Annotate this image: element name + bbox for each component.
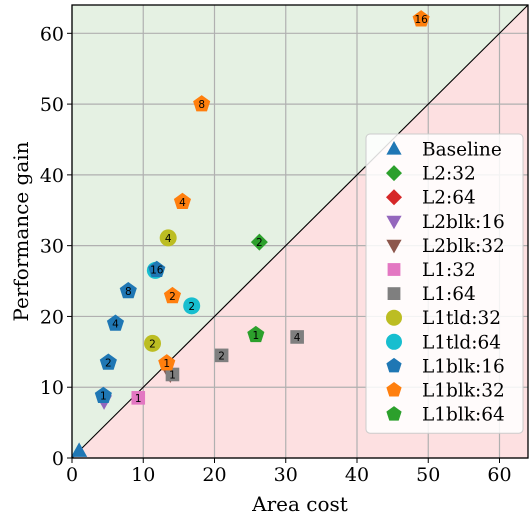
point-l1-64 bbox=[165, 367, 180, 382]
point-l1tld-64 bbox=[183, 297, 201, 315]
legend-label-l2blk-32: L2blk:32 bbox=[422, 236, 505, 257]
point-l1blk-64 bbox=[247, 325, 265, 343]
legend-marker-baseline bbox=[386, 141, 402, 155]
legend: Baseline L2:32 L2:64 L2blk:16 L2blk:32 L1:32 L… bbox=[365, 133, 524, 434]
plot-frame bbox=[71, 4, 529, 459]
legend-label-l1-64: L1:64 bbox=[422, 284, 476, 305]
point-l1blk-32 bbox=[163, 286, 182, 304]
x-tick-label: 30 bbox=[274, 464, 298, 486]
point-label-l2-32: 2 bbox=[256, 237, 263, 249]
legend-label-l2blk-16: L2blk:16 bbox=[422, 212, 505, 233]
point-label-l1blk-32: 2 bbox=[169, 291, 176, 303]
point-l1blk-16 bbox=[148, 260, 166, 277]
legend-marker-l1tld-64 bbox=[386, 333, 402, 350]
legend-label-l1tld-32: L1tld:32 bbox=[422, 308, 501, 329]
legend-marker-l1-32 bbox=[387, 263, 401, 276]
point-l2-32 bbox=[250, 233, 268, 251]
legend-label-l1tld-64: L1tld:64 bbox=[422, 332, 501, 353]
legend-label-l1-32: L1:32 bbox=[422, 260, 476, 281]
point-label-l1-32: 1 bbox=[135, 393, 142, 405]
y-tick-label: 60 bbox=[40, 23, 64, 45]
y-tick-label: 40 bbox=[40, 165, 64, 187]
point-l1-64 bbox=[214, 348, 229, 363]
point-l1blk-16 bbox=[106, 314, 125, 331]
x-tick-label: 0 bbox=[66, 464, 78, 486]
y-tick-label: 20 bbox=[40, 306, 64, 328]
point-label-l1blk-16: 16 bbox=[150, 265, 164, 277]
x-tick-label: 20 bbox=[202, 464, 226, 486]
point-label-l1blk-32: 1 bbox=[163, 358, 170, 370]
legend-marker-l2-64 bbox=[386, 189, 402, 206]
axis-ticks: 0 10 20 30 40 50 60 0 10 20 30 40 50 60 bbox=[40, 23, 512, 486]
legend-label-l2-64: L2:64 bbox=[422, 188, 476, 209]
point-label-l1blk-16: 8 bbox=[125, 286, 132, 298]
point-l1tld-32 bbox=[144, 334, 162, 352]
legend-marker-l2blk-32 bbox=[386, 239, 402, 254]
point-label-l1blk-64: 1 bbox=[252, 330, 259, 342]
point-label-l1blk-16: 2 bbox=[105, 357, 112, 369]
point-label-l1blk-32: 4 bbox=[179, 197, 186, 209]
point-l1blk-32 bbox=[158, 354, 176, 371]
x-tick-label: 50 bbox=[416, 464, 440, 486]
legend-label-l1blk-64: L1blk:64 bbox=[422, 405, 505, 426]
data-points: 2112424261248161248161 bbox=[71, 10, 430, 457]
point-l1blk-32 bbox=[193, 95, 211, 112]
legend-marker-l2blk-16 bbox=[386, 215, 402, 230]
point-l1tld-32 bbox=[159, 229, 177, 247]
legend-marker-l1blk-32 bbox=[386, 382, 402, 397]
diagonal-line bbox=[72, 5, 528, 458]
point-label-l1tld-32: 4 bbox=[165, 233, 172, 245]
legend-box bbox=[365, 133, 524, 434]
point-label-l1blk-32: 8 bbox=[198, 99, 205, 111]
point-l1blk-32 bbox=[173, 192, 191, 210]
point-label-l1blk-16: 4 bbox=[112, 319, 119, 331]
legend-label-l1blk-16: L1blk:16 bbox=[422, 356, 505, 377]
legend-marker-l1tld-32 bbox=[386, 309, 402, 326]
identity-line bbox=[72, 5, 528, 458]
point-label-l1-64: 4 bbox=[294, 332, 301, 344]
point-l1blk-16 bbox=[94, 386, 112, 403]
legend-marker-l1blk-16 bbox=[386, 357, 402, 373]
point-label-l1blk-16: 1 bbox=[100, 391, 107, 403]
y-tick-label: 10 bbox=[40, 377, 64, 399]
x-tick-label: 60 bbox=[487, 464, 511, 486]
legend-label-baseline: Baseline bbox=[422, 140, 502, 161]
point-baseline bbox=[71, 442, 88, 457]
legend-marker-l1-64 bbox=[387, 287, 401, 300]
legend-marker-l2-32 bbox=[386, 165, 402, 182]
legend-marker-l1blk-64 bbox=[386, 406, 402, 421]
y-axis-label: Performance gain bbox=[9, 141, 33, 321]
point-l1blk-32 bbox=[412, 10, 430, 27]
legend-label-l1blk-32: L1blk:32 bbox=[422, 381, 505, 402]
point-l1-32 bbox=[131, 391, 146, 405]
point-label-l1-64: 1 bbox=[169, 369, 176, 381]
x-tick-label: 10 bbox=[131, 464, 155, 486]
point-l1-64 bbox=[290, 330, 304, 344]
y-tick-label: 50 bbox=[40, 94, 64, 116]
x-tick-label: 40 bbox=[345, 464, 369, 486]
legend-label-l2-32: L2:32 bbox=[422, 164, 476, 185]
point-label-l1blk-32: 16 bbox=[414, 14, 428, 26]
point-label-l1tld-32: 2 bbox=[149, 338, 156, 350]
x-axis-label: Area cost bbox=[251, 492, 348, 516]
y-tick-label: 30 bbox=[40, 236, 64, 258]
point-l1blk-16 bbox=[119, 281, 137, 299]
y-tick-label: 0 bbox=[52, 448, 64, 470]
point-label-l1-64: 2 bbox=[218, 350, 225, 362]
point-l1blk-16 bbox=[99, 353, 117, 370]
point-label-l1tld-64: 2 bbox=[188, 301, 195, 313]
